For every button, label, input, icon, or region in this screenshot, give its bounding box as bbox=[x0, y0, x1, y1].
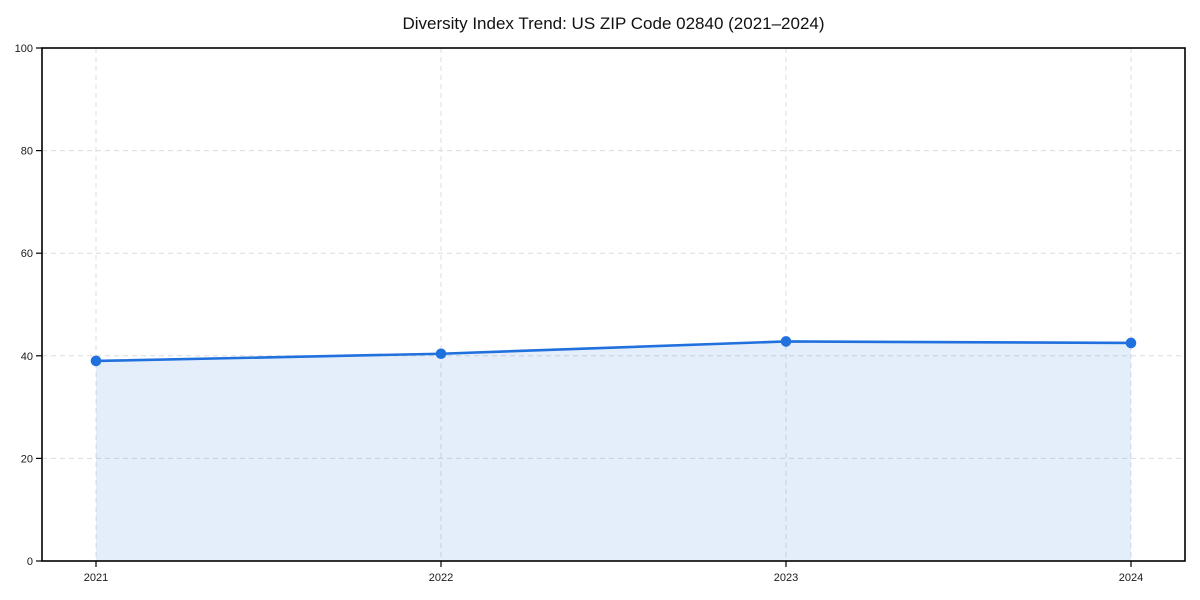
data-point bbox=[780, 336, 792, 347]
x-tick-label: 2024 bbox=[1119, 572, 1143, 584]
area-fill bbox=[96, 341, 1131, 561]
data-point bbox=[1125, 337, 1137, 349]
x-tick-label: 2022 bbox=[429, 572, 453, 584]
trend-line bbox=[94, 340, 1133, 363]
y-tick-label: 80 bbox=[21, 146, 33, 158]
x-tick-label: 2021 bbox=[84, 572, 108, 584]
plot-border bbox=[41, 47, 1186, 562]
y-tick-label: 0 bbox=[27, 556, 33, 568]
chart-title: Diversity Index Trend: US ZIP Code 02840… bbox=[402, 14, 825, 33]
data-point bbox=[90, 355, 102, 367]
data-point bbox=[435, 348, 447, 360]
y-tick-label: 100 bbox=[15, 43, 33, 55]
y-tick-label: 40 bbox=[21, 351, 33, 363]
y-tick-label: 20 bbox=[21, 453, 33, 465]
y-tick-label: 60 bbox=[21, 248, 33, 260]
x-tick-label: 2023 bbox=[774, 572, 798, 584]
